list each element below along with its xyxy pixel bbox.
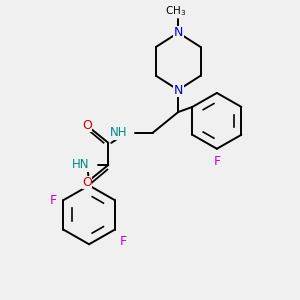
Text: O: O <box>82 119 92 132</box>
Text: F: F <box>213 155 220 168</box>
Text: N: N <box>173 83 183 97</box>
Text: CH$_3$: CH$_3$ <box>165 4 186 18</box>
Text: N: N <box>173 26 183 39</box>
Text: NH: NH <box>110 126 128 139</box>
Text: HN: HN <box>72 158 89 171</box>
Text: F: F <box>119 235 126 248</box>
Text: O: O <box>82 176 92 189</box>
Text: F: F <box>50 194 57 207</box>
